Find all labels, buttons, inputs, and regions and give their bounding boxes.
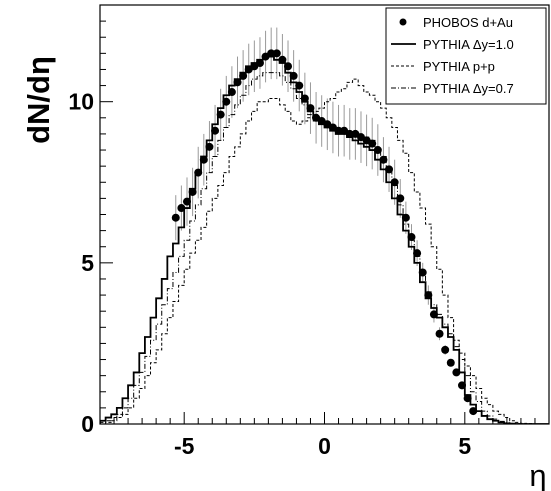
y-tick-label: 10 bbox=[68, 89, 94, 115]
y-axis-title: dN/dη bbox=[21, 56, 56, 144]
data-point bbox=[435, 329, 444, 338]
series-line-3 bbox=[100, 72, 549, 424]
data-point bbox=[267, 49, 276, 58]
series-layer bbox=[100, 27, 549, 424]
data-point bbox=[171, 213, 180, 222]
x-axis-title: η bbox=[529, 458, 546, 491]
data-point bbox=[446, 358, 455, 367]
x-tick-label: -5 bbox=[174, 433, 195, 459]
legend-marker bbox=[399, 18, 407, 26]
axis-layer: -5 0 5 0 5 10 bbox=[68, 4, 550, 459]
legend: PHOBOS d+Au PYTHIA Δy=1.0 PYTHIA p+p PYTHIA… bbox=[385, 7, 547, 105]
legend-label: PHOBOS d+Au bbox=[423, 15, 513, 30]
y-tick-label: 5 bbox=[81, 250, 94, 276]
x-tick-label: 0 bbox=[318, 433, 331, 459]
data-point bbox=[368, 139, 377, 148]
legend-label: PYTHIA p+p bbox=[423, 59, 495, 74]
series-line-2 bbox=[100, 78, 549, 424]
data-point bbox=[272, 49, 281, 58]
x-tick-label: 5 bbox=[458, 433, 471, 459]
series-line-1 bbox=[100, 55, 549, 424]
y-tick-label: 0 bbox=[81, 411, 94, 437]
legend-label: PYTHIA Δy=1.0 bbox=[423, 37, 514, 52]
data-point bbox=[441, 345, 450, 354]
legend-label: PYTHIA Δy=0.7 bbox=[423, 81, 514, 96]
